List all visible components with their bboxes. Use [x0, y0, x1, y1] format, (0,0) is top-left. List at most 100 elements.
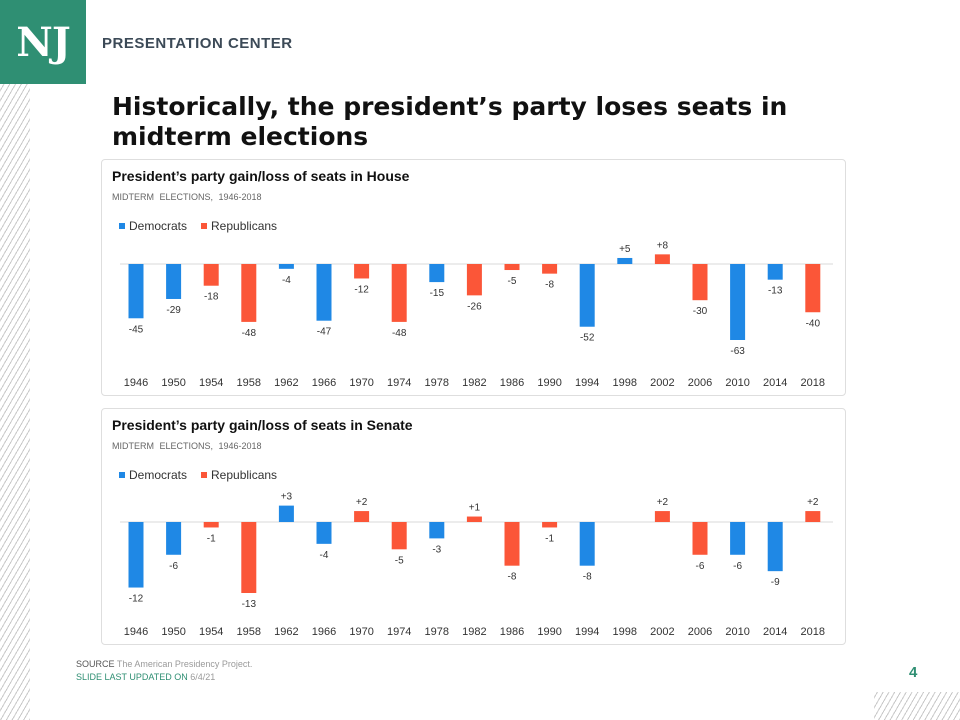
x-tick-label-2018: 2018	[801, 377, 825, 389]
x-tick-label-1958: 1958	[237, 377, 261, 389]
bar-1958	[241, 522, 257, 593]
data-label-1962: +3	[281, 492, 293, 503]
bar-1970	[354, 511, 370, 522]
bar-1974	[391, 264, 407, 322]
bar-2014	[767, 264, 783, 280]
bar-1970	[354, 264, 370, 279]
data-label-1954: -1	[207, 533, 216, 544]
data-label-2014: -13	[768, 286, 783, 297]
bar-1994	[579, 264, 595, 327]
bar-1962	[278, 264, 294, 269]
data-label-1978: -3	[432, 544, 441, 555]
data-label-2006: -6	[696, 561, 705, 572]
data-label-2002: +8	[657, 240, 669, 251]
x-tick-label-1962: 1962	[274, 377, 298, 389]
x-tick-label-1990: 1990	[537, 377, 561, 389]
x-tick-label-1950: 1950	[161, 377, 185, 389]
bar-1998	[617, 257, 633, 264]
house-chart-card: President’s party gain/loss of seats in …	[101, 159, 846, 396]
source-note: SOURCE The American Presidency Project.	[76, 659, 252, 669]
x-tick-label-1970: 1970	[349, 377, 373, 389]
data-label-1966: -4	[320, 550, 329, 561]
source-label: SOURCE	[76, 659, 115, 669]
data-label-1986: -8	[508, 572, 517, 583]
legend-label-republicans: Republicans	[211, 219, 278, 233]
house-chart-title: President’s party gain/loss of seats in …	[112, 168, 410, 184]
legend-label-democrats: Democrats	[129, 468, 188, 482]
x-tick-label-1974: 1974	[387, 377, 411, 389]
bar-1962	[278, 505, 294, 522]
updated-label: SLIDE LAST UPDATED ON	[76, 672, 188, 682]
democrats-swatch	[119, 223, 125, 229]
house-chart-legend: Democrats Republicans	[119, 219, 277, 233]
bar-1978	[429, 522, 445, 539]
bar-2006	[692, 264, 708, 301]
bar-1994	[579, 522, 595, 566]
data-label-2010: -6	[733, 561, 742, 572]
x-tick-label-1986: 1986	[500, 377, 524, 389]
x-tick-label-1950: 1950	[161, 626, 185, 638]
bar-1950	[166, 522, 182, 555]
legend-item-republicans: Republicans	[201, 219, 277, 233]
bar-1954	[203, 522, 219, 528]
x-tick-label-1974: 1974	[387, 626, 411, 638]
data-label-2010: -63	[730, 346, 745, 357]
x-tick-label-1994: 1994	[575, 626, 599, 638]
senate-chart-legend: Democrats Republicans	[119, 468, 277, 482]
bar-1966	[316, 522, 332, 544]
house-chart-subtitle: MIDTERM ELECTIONS, 1946-2018	[112, 192, 262, 202]
bar-2002	[654, 254, 670, 264]
bar-2006	[692, 522, 708, 555]
x-tick-label-1962: 1962	[274, 626, 298, 638]
source-text: The American Presidency Project.	[116, 659, 253, 669]
nj-logo: NJ	[0, 0, 86, 84]
x-tick-label-1982: 1982	[462, 626, 486, 638]
slide-title: Historically, the president’s party lose…	[112, 92, 788, 151]
decorative-hatch-right	[874, 692, 960, 720]
last-updated-note: SLIDE LAST UPDATED ON 6/4/21	[76, 672, 215, 682]
senate-chart-card: President’s party gain/loss of seats in …	[101, 408, 846, 645]
legend-label-democrats: Democrats	[129, 219, 188, 233]
data-label-2018: -40	[806, 318, 821, 329]
data-label-1982: +1	[469, 503, 481, 514]
decorative-hatch-left	[0, 84, 30, 720]
bar-1986	[504, 522, 520, 566]
x-tick-label-1946: 1946	[124, 377, 148, 389]
x-tick-label-1986: 1986	[500, 626, 524, 638]
senate-bar-chart: -12 1946 -6 1950 -1 1954 -13 1958 +3 1962 -4 1966 +2…	[120, 492, 833, 638]
x-tick-label-1994: 1994	[575, 377, 599, 389]
x-tick-label-1982: 1982	[462, 377, 486, 389]
data-label-1970: +2	[356, 497, 368, 508]
data-label-1986: -5	[508, 276, 517, 287]
x-tick-label-1978: 1978	[425, 626, 449, 638]
legend-item-republicans: Republicans	[201, 468, 277, 482]
presentation-center-label: PRESENTATION CENTER	[102, 35, 293, 52]
data-label-2014: -9	[771, 577, 780, 588]
bar-1966	[316, 264, 332, 321]
data-label-1946: -12	[129, 594, 144, 605]
legend-item-democrats: Democrats	[119, 468, 187, 482]
data-label-1982: -26	[467, 301, 482, 312]
data-label-1970: -12	[354, 284, 369, 295]
x-tick-label-2010: 2010	[725, 626, 749, 638]
data-label-1994: -52	[580, 333, 595, 344]
data-label-1958: -13	[242, 599, 257, 610]
logo-text: NJ	[16, 18, 70, 66]
bar-1974	[391, 522, 407, 550]
data-label-1966: -47	[317, 327, 332, 338]
x-tick-label-2006: 2006	[688, 377, 712, 389]
data-label-2006: -30	[693, 306, 708, 317]
bar-2018	[805, 511, 821, 522]
bar-1986	[504, 264, 520, 271]
republicans-swatch	[201, 223, 208, 229]
bar-2018	[805, 264, 821, 313]
bar-1946	[128, 522, 144, 588]
republicans-swatch	[201, 472, 208, 478]
x-tick-label-2002: 2002	[650, 377, 674, 389]
x-tick-label-1966: 1966	[312, 377, 336, 389]
data-label-1962: -4	[282, 275, 291, 286]
bar-1982	[466, 516, 482, 522]
bar-2014	[767, 522, 783, 572]
bar-1982	[466, 264, 482, 296]
bar-1958	[241, 264, 257, 322]
